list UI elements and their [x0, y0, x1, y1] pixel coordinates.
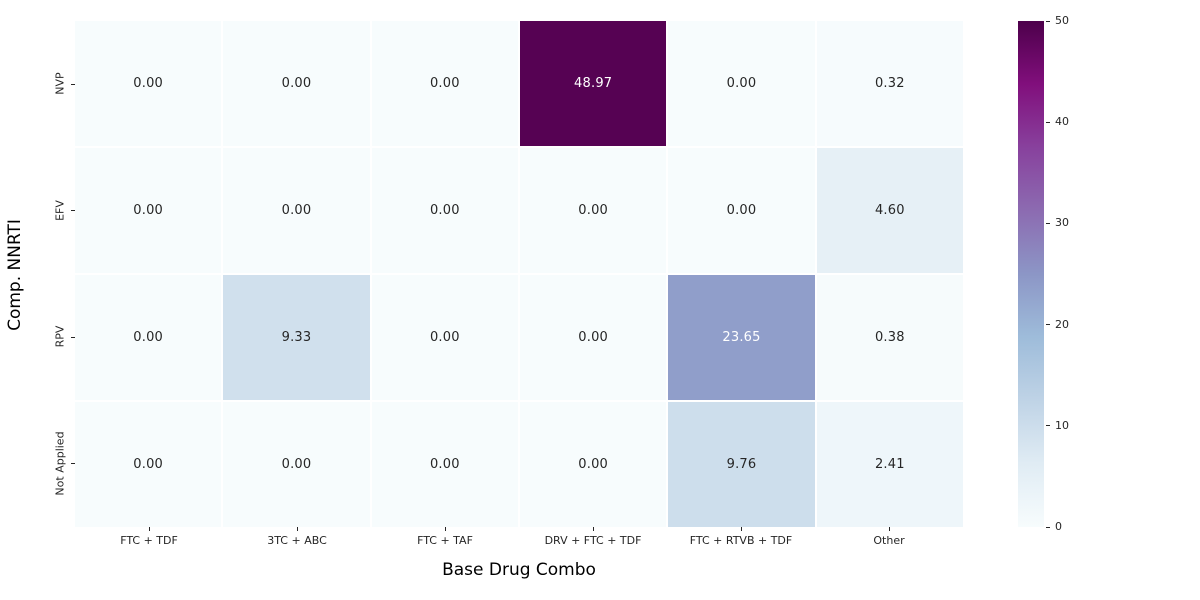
cell-value: 0.00 [133, 203, 164, 218]
heatmap-cell: 0.00 [75, 21, 222, 146]
heatmap-cell: 0.00 [519, 148, 667, 273]
x-axis-tick [592, 527, 594, 531]
cell-value: 0.00 [281, 76, 312, 91]
x-tick-label: Other [873, 534, 905, 547]
heatmap-cell: 0.00 [223, 21, 370, 146]
colorbar-tick [1046, 526, 1050, 528]
colorbar [1018, 21, 1044, 527]
cell-value: 0.00 [726, 76, 757, 91]
cell-value: 4.60 [874, 203, 905, 218]
heatmap-cell: 0.00 [371, 21, 518, 146]
x-axis-tick [296, 527, 298, 531]
colorbar-tick-label: 50 [1055, 14, 1069, 27]
cell-value: 0.38 [874, 330, 905, 345]
cell-value: 0.00 [429, 330, 460, 345]
colorbar-tick-label: 20 [1055, 317, 1069, 331]
colorbar-tick [1046, 121, 1050, 123]
heatmap-cell: 48.97 [519, 21, 667, 146]
y-axis-tick [71, 83, 75, 85]
heatmap-cell: 0.00 [371, 148, 518, 273]
heatmap-cell: 0.00 [519, 275, 667, 400]
y-tick-label: Not Applied [53, 431, 67, 496]
colorbar-tick-label: 30 [1055, 216, 1069, 230]
cell-value: 0.00 [133, 330, 164, 345]
cell-value: 0.00 [429, 457, 460, 472]
heatmap-cell: 4.60 [816, 148, 963, 273]
heatmap-cell: 0.00 [75, 148, 222, 273]
colorbar-tick-label: 40 [1055, 115, 1069, 129]
x-axis-tick [888, 527, 890, 531]
heatmap-cell: 23.65 [668, 275, 815, 400]
cell-value: 0.00 [578, 203, 609, 218]
x-tick-label: DRV + FTC + TDF [544, 534, 642, 547]
heatmap-cell: 9.76 [668, 402, 815, 527]
cell-value: 0.00 [429, 76, 460, 91]
heatmap-cell: 9.33 [223, 275, 370, 400]
x-tick-label: FTC + RTVB + TDF [689, 534, 793, 547]
cell-value: 0.32 [874, 76, 905, 91]
heatmap-cell: 0.00 [668, 148, 815, 273]
y-axis-label: Comp. NNRTI [5, 219, 25, 331]
cell-value: 9.76 [726, 457, 757, 472]
x-tick-label: FTC + TDF [120, 534, 178, 547]
cell-value: 0.00 [429, 203, 460, 218]
y-axis-tick [71, 463, 75, 465]
cell-value: 0.00 [281, 457, 312, 472]
cell-value: 2.41 [874, 457, 905, 472]
x-axis-tick [740, 527, 742, 531]
y-axis-tick [71, 336, 75, 338]
colorbar-tick-label: 0 [1055, 520, 1062, 533]
heatmap-cell: 0.00 [223, 402, 370, 527]
cell-value: 0.00 [133, 457, 164, 472]
cell-value: 0.00 [726, 203, 757, 218]
x-axis-tick [444, 527, 446, 531]
cell-value: 9.33 [281, 330, 312, 345]
colorbar-tick [1046, 324, 1050, 326]
cell-value: 23.65 [722, 330, 761, 345]
heatmap-cell: 0.00 [75, 275, 222, 400]
cell-value: 48.97 [574, 76, 613, 91]
cell-value: 0.00 [578, 330, 609, 345]
colorbar-tick [1046, 425, 1050, 427]
colorbar-tick-label: 10 [1055, 418, 1069, 432]
x-axis-label: Base Drug Combo [442, 560, 596, 580]
y-axis-tick [71, 210, 75, 212]
x-tick-label: FTC + TAF [417, 534, 473, 547]
heatmap-cell: 0.00 [371, 275, 518, 400]
colorbar-tick [1046, 222, 1050, 224]
heatmap-cell: 0.32 [816, 21, 963, 146]
colorbar-tick [1046, 20, 1050, 22]
heatmap-cell: 0.00 [519, 402, 667, 527]
x-tick-label: 3TC + ABC [267, 534, 327, 547]
heatmap-cell: 0.00 [668, 21, 815, 146]
cell-value: 0.00 [133, 76, 164, 91]
cell-value: 0.00 [281, 203, 312, 218]
cell-value: 0.00 [578, 457, 609, 472]
x-axis-tick [148, 527, 150, 531]
heatmap-cell: 0.00 [223, 148, 370, 273]
heatmap-cell: 0.00 [75, 402, 222, 527]
heatmap-cell: 0.00 [371, 402, 518, 527]
heatmap-cell: 0.38 [816, 275, 963, 400]
heatmap-cell: 2.41 [816, 402, 963, 527]
heatmap-grid: 0.00 0.00 0.00 48.97 0.00 0.32 0.00 0.00 0.00 0.0… [75, 21, 963, 527]
